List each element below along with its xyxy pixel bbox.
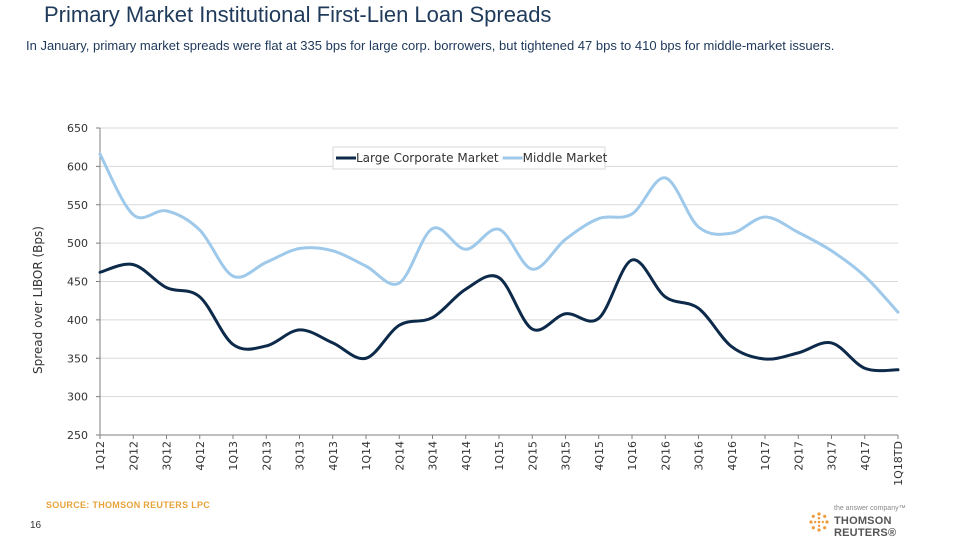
- y-tick-labels: 250 300 350 400 450 500 550 600 650: [67, 122, 88, 442]
- x-tick-label: 1Q12: [94, 441, 107, 471]
- y-tick-label: 450: [67, 276, 88, 289]
- x-tick-label: 4Q14: [460, 441, 473, 471]
- x-tick-label: 4Q16: [726, 441, 739, 471]
- slide-subtitle: In January, primary market spreads were …: [26, 38, 835, 53]
- x-tick-label: 1Q13: [227, 441, 240, 471]
- x-tick-label: 2Q17: [792, 441, 805, 471]
- legend-box: [332, 146, 606, 170]
- x-tick-label: 2Q12: [127, 441, 140, 471]
- y-tick-label: 500: [67, 237, 88, 250]
- gridlines: [96, 127, 898, 436]
- x-tick-label: 3Q13: [294, 441, 307, 471]
- x-tick-label: 4Q13: [327, 441, 340, 471]
- x-tick-label: 3Q14: [427, 441, 440, 471]
- y-tick-label: 650: [67, 122, 88, 135]
- x-tick-label: 4Q12: [194, 441, 207, 471]
- legend-label: Large Corporate Market: [356, 151, 499, 165]
- x-tick-label: 1Q15: [493, 441, 506, 471]
- series-line-large-corporate-market: [98, 258, 900, 373]
- x-tick-label: 3Q16: [693, 441, 706, 471]
- x-tick-label: 1Q17: [759, 441, 772, 471]
- slide-title: Primary Market Institutional First-Lien …: [44, 2, 552, 27]
- x-tick-label: 3Q17: [826, 441, 839, 471]
- x-tick-label: 4Q17: [859, 441, 872, 471]
- y-tick-label: 300: [67, 391, 88, 404]
- source-note: SOURCE: THOMSON REUTERS LPC: [46, 500, 211, 510]
- y-tick-label: 400: [67, 314, 88, 327]
- x-tick-label: 1Q16: [626, 441, 639, 471]
- logo-name: THOMSON REUTERS®: [834, 515, 897, 539]
- chart-legend: Large Corporate Market Middle Market: [332, 146, 608, 170]
- x-tick-label: 3Q15: [560, 441, 573, 471]
- x-tick-label: 2Q13: [260, 441, 273, 471]
- x-tick-label: 3Q12: [161, 441, 174, 471]
- x-tick-label: 2Q15: [526, 441, 539, 471]
- series-lines: [98, 152, 900, 373]
- x-tick-label: 4Q15: [593, 441, 606, 471]
- thomson-reuters-logo: the answer company™ THOMSON REUTERS®: [808, 505, 948, 539]
- legend-label: Middle Market: [523, 151, 608, 165]
- y-tick-label: 550: [67, 199, 88, 212]
- y-tick-label: 350: [67, 352, 88, 365]
- x-tick-label: 1Q14: [360, 441, 373, 471]
- logo-tagline: the answer company™: [834, 505, 906, 512]
- x-tick-label: 2Q14: [393, 441, 406, 471]
- series-line-middle-market: [98, 152, 900, 314]
- reuters-dot-mark-icon: [809, 512, 829, 532]
- x-tick-label: 1Q18TD: [892, 441, 905, 486]
- page-number: 16: [30, 520, 42, 531]
- x-tick-label: 2Q16: [659, 441, 672, 471]
- y-tick-label: 600: [67, 160, 88, 173]
- y-tick-label: 250: [67, 429, 88, 442]
- x-tick-labels: 1Q12 2Q12 3Q12 4Q12 1Q13 2Q13 3Q13 4Q13 1Q14 2Q14…: [94, 435, 905, 486]
- y-axis-label: Spread over LIBOR (Bps): [31, 226, 45, 374]
